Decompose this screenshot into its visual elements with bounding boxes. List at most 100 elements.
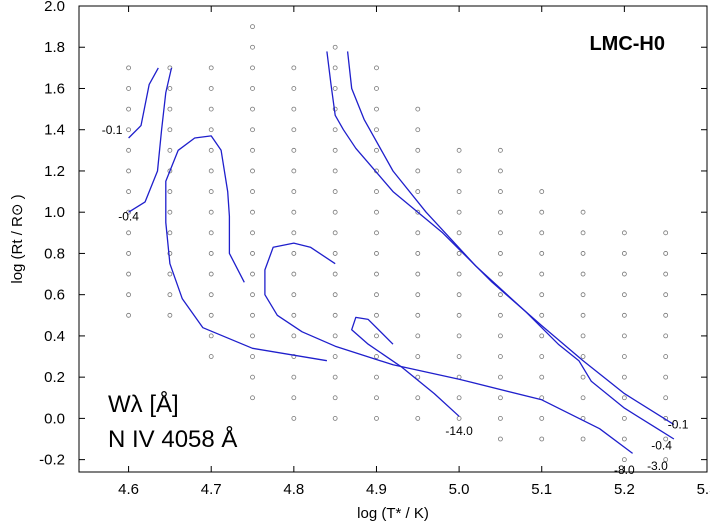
contour-labels: -0.1 -0.4 -0.1 -0.4 -3.0 -8.0 -14.0 xyxy=(102,123,689,477)
grid-point xyxy=(539,292,545,298)
grid-point xyxy=(374,354,379,359)
grid-point xyxy=(332,127,338,133)
grid-point xyxy=(498,292,503,298)
grid-point xyxy=(291,251,297,256)
grid-point xyxy=(415,209,421,215)
grid-point xyxy=(126,312,131,318)
grid-point xyxy=(663,457,669,463)
grid-point xyxy=(498,209,503,215)
contour-label: -8.0 xyxy=(614,463,635,477)
grid-point xyxy=(126,292,131,298)
y-tick-label: 1.4 xyxy=(44,122,65,139)
grid-point xyxy=(291,189,297,194)
grid-point xyxy=(332,44,338,50)
grid-point xyxy=(332,312,338,318)
grid-point xyxy=(539,251,545,256)
y-tick-label: 1.6 xyxy=(44,80,65,97)
grid-point xyxy=(539,230,545,236)
grid-point xyxy=(291,168,297,174)
x-tick-label: 5.2 xyxy=(614,481,635,498)
grid-point xyxy=(580,395,586,401)
grid-point xyxy=(291,106,297,112)
grid-point xyxy=(621,374,627,380)
grid-point xyxy=(250,354,255,359)
grid-point xyxy=(456,354,462,359)
grid-point xyxy=(332,395,338,401)
grid-point xyxy=(374,312,379,318)
contour-line xyxy=(128,67,159,139)
contour-label: -3.0 xyxy=(647,459,668,473)
grid-point xyxy=(208,271,214,277)
grid-point xyxy=(374,395,379,401)
grid-point xyxy=(580,292,586,298)
grid-point xyxy=(208,292,214,298)
x-tick-label: 5.0 xyxy=(449,481,470,498)
grid-point xyxy=(621,251,627,256)
grid-point xyxy=(291,271,297,277)
grid-point xyxy=(621,292,627,298)
grid-point xyxy=(621,271,627,277)
grid-point xyxy=(126,147,131,153)
model-label: LMC-H0 xyxy=(589,33,665,55)
grid-point xyxy=(208,147,214,153)
grid-point xyxy=(250,209,255,215)
grid-point xyxy=(374,251,379,256)
grid-point xyxy=(539,354,545,359)
grid-point xyxy=(332,189,338,194)
grid-point xyxy=(374,147,379,153)
grid-point xyxy=(250,86,255,91)
grid-point xyxy=(250,230,255,236)
grid-point xyxy=(126,271,131,277)
grid-point xyxy=(374,230,379,236)
grid-point xyxy=(250,24,255,30)
grid-point xyxy=(621,354,627,359)
grid-point xyxy=(167,271,173,277)
grid-point xyxy=(456,415,462,421)
grid-point xyxy=(126,230,131,236)
grid-point xyxy=(291,354,297,359)
grid-point xyxy=(374,333,379,339)
plot-frame xyxy=(78,5,708,473)
grid-point xyxy=(539,209,545,215)
grid-point xyxy=(167,168,173,174)
grid-point xyxy=(126,209,131,215)
grid-point xyxy=(663,251,669,256)
grid-point xyxy=(456,395,462,401)
grid-point xyxy=(415,354,421,359)
grid-point xyxy=(291,127,297,133)
grid-point xyxy=(291,65,297,71)
grid-point xyxy=(208,354,214,359)
line-label: N IV 4058 Å xyxy=(108,425,237,453)
grid-point xyxy=(498,395,503,401)
grid-point xyxy=(208,106,214,112)
grid-point xyxy=(250,251,255,256)
grid-point xyxy=(208,189,214,194)
grid-point xyxy=(456,168,462,174)
grid-point xyxy=(250,65,255,71)
x-tick-label: 5.3 xyxy=(697,481,710,498)
grid-point xyxy=(415,415,421,421)
grid-point xyxy=(126,65,131,71)
y-tick-label: 0.4 xyxy=(44,328,65,345)
grid-point xyxy=(291,86,297,91)
grid-point xyxy=(621,230,627,236)
grid-point xyxy=(663,374,669,380)
grid-point xyxy=(374,209,379,215)
grid-point xyxy=(291,312,297,318)
grid-point xyxy=(167,292,173,298)
grid-point xyxy=(415,147,421,153)
grid-point xyxy=(250,106,255,112)
grid-point xyxy=(498,168,503,174)
grid-point xyxy=(580,230,586,236)
grid-point xyxy=(332,415,338,421)
grid-point xyxy=(126,127,131,133)
grid-point xyxy=(167,189,173,194)
grid-point xyxy=(663,312,669,318)
y-axis-label: log (Rt / R⊙ ) xyxy=(9,194,26,283)
grid-point xyxy=(291,374,297,380)
grid-point xyxy=(415,292,421,298)
contour-label: -0.4 xyxy=(118,209,139,223)
grid-point xyxy=(621,457,627,463)
grid-point xyxy=(663,354,669,359)
contour-label: -14.0 xyxy=(445,424,473,438)
